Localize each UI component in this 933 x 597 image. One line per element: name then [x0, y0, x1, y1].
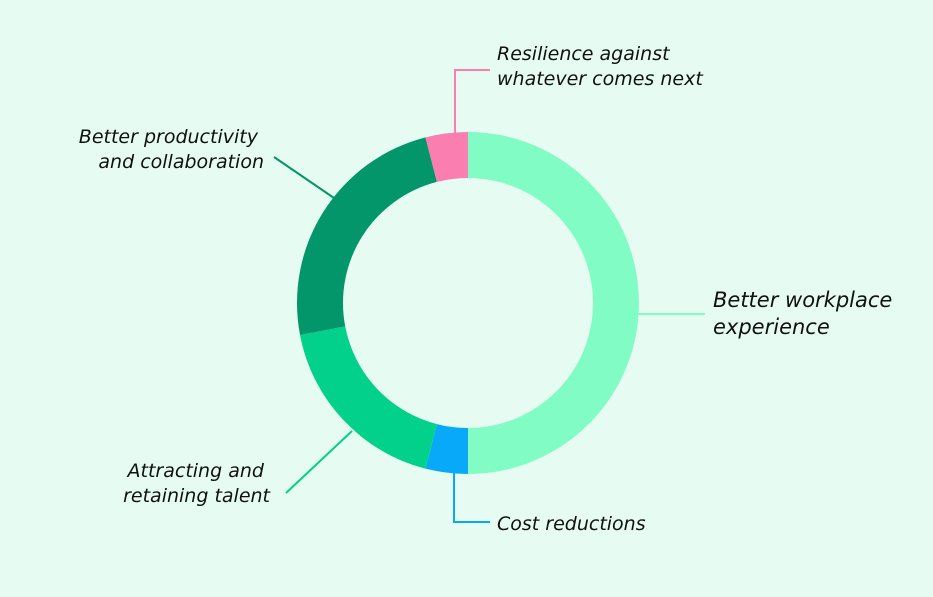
- label-attracting-and-retaining-talent: Attracting and retaining talent: [123, 460, 271, 507]
- leader-line: [453, 473, 490, 523]
- leader-lines: [273, 69, 705, 523]
- label-better-productivity-and-collaboration: Better productivity and collaboration: [79, 126, 264, 173]
- leader-line: [285, 430, 353, 494]
- leader-line: [273, 156, 335, 199]
- slice-better-productivity-and-collaboration: [297, 137, 437, 336]
- slice-resilience-against-whatever-comes-next: [425, 132, 468, 182]
- slice-attracting-and-retaining-talent: [300, 326, 437, 469]
- label-cost-reductions: Cost reductions: [497, 513, 646, 535]
- leader-line: [454, 69, 490, 133]
- slice-better-workplace-experience: [468, 132, 639, 474]
- donut-slices: [297, 132, 639, 474]
- label-resilience-against-whatever-comes-next: Resilience against whatever comes next: [497, 43, 704, 90]
- label-better-workplace-experience: Better workplace experience: [713, 288, 899, 339]
- slice-cost-reductions: [425, 424, 468, 474]
